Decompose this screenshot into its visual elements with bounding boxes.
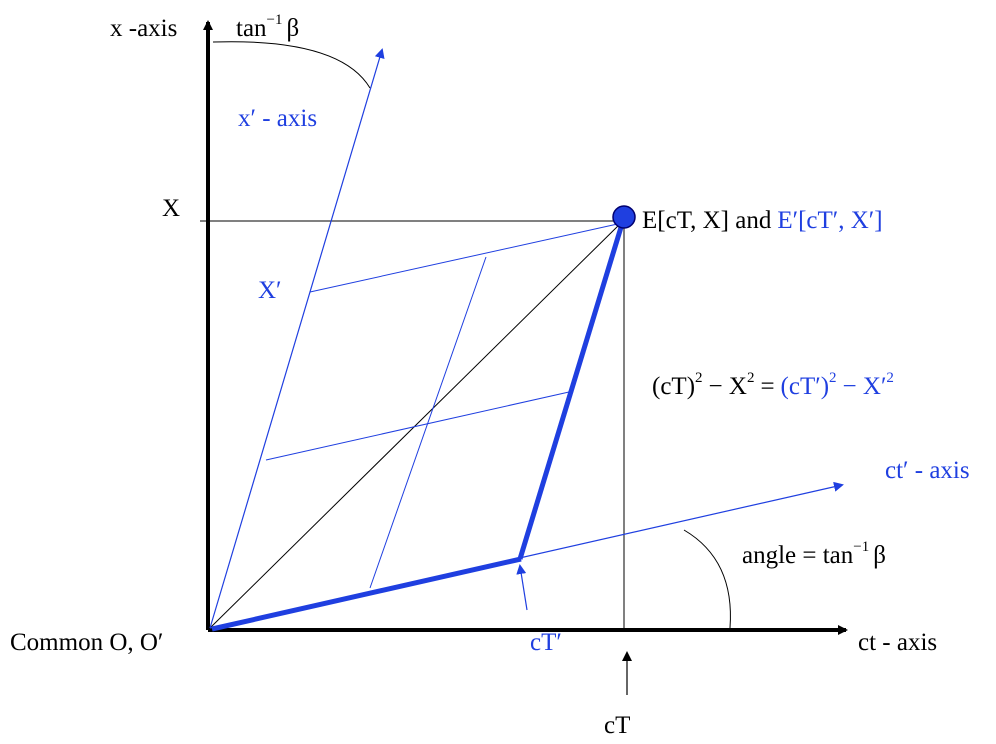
event-label-blue: E′[cT′, X′] xyxy=(777,207,882,234)
grid-line-mid-vertical xyxy=(369,256,487,589)
thick-path-segment-1 xyxy=(211,556,522,632)
origin-label: Common O, O′ xyxy=(10,629,163,656)
angle-exp: −1 xyxy=(853,539,869,555)
worldline-diagonal xyxy=(209,221,623,629)
x-prime-axis-line xyxy=(209,48,385,629)
event-label: E[cT, X] and E′[cT′, X′] xyxy=(642,207,883,234)
grid-line-mid-horizontal xyxy=(265,391,570,461)
cT-prime-pointer xyxy=(516,564,528,611)
x-axis-label: x -axis xyxy=(110,15,177,42)
ct-prime-axis-label: ct′ - axis xyxy=(885,457,970,484)
thick-path-segment-2 xyxy=(517,223,625,560)
inv-exp-3: 2 xyxy=(829,370,837,386)
inv-x-prime: − X′ xyxy=(843,373,887,400)
inv-exp-1: 2 xyxy=(695,370,703,386)
tan-top-text: tan xyxy=(236,15,267,42)
inv-x: − X xyxy=(709,373,747,400)
inv-ct: (cT) xyxy=(652,373,695,400)
invariant-equation: (cT)2− X2 = (cT′)2− X′2 xyxy=(652,370,894,400)
angle-arc-bottom xyxy=(683,529,731,629)
angle-label: angle = tan−1 β xyxy=(742,539,886,569)
tan-top-exp: −1 xyxy=(267,12,283,28)
inv-exp-2: 2 xyxy=(747,370,755,386)
inv-ct-prime: (cT′) xyxy=(781,373,830,400)
ct-axis-label: ct - axis xyxy=(858,629,937,656)
X-prime-label: X′ xyxy=(258,277,282,304)
angle-text: angle = tan xyxy=(742,542,854,569)
inv-equals: = xyxy=(760,373,774,400)
event-label-black: E[cT, X] and xyxy=(642,207,772,234)
cT-prime-label: cT′ xyxy=(530,629,562,656)
inv-exp-4: 2 xyxy=(886,370,894,386)
grid-line-x-prime xyxy=(309,222,623,293)
angle-beta: β xyxy=(873,542,886,569)
cT-label: cT xyxy=(604,712,630,739)
x-prime-axis-label: x′ - axis xyxy=(238,105,317,132)
tan-beta-top-label: tan−1 β xyxy=(236,12,299,42)
event-point xyxy=(612,205,636,229)
X-label: X xyxy=(162,195,180,222)
angle-arc-top xyxy=(212,41,371,89)
tan-top-beta: β xyxy=(287,15,300,42)
